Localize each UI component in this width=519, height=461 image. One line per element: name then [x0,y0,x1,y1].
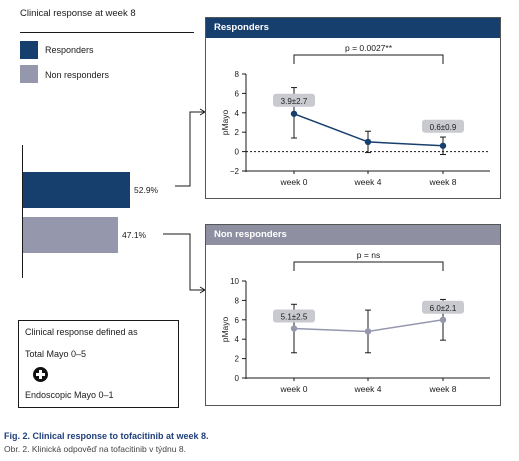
x-tick-label: week 4 [354,177,382,187]
chart-responders: −2 0 2 4 6 8 pMayo week 0 week 4 week 8 p = 0.0027… [220,43,490,187]
y-tick-label: 0 [235,148,240,157]
value-label-bg [273,309,315,323]
connector-non-responders [163,233,204,291]
value-label: 3.9±2.7 [281,97,308,106]
data-point [364,328,372,335]
data-point [290,110,298,117]
data-point [439,316,447,323]
definition-line-endoscopic: Endoscopic Mayo 0–1 [25,390,114,400]
bar-responders [23,172,130,208]
y-tick-label: 2 [235,355,240,364]
value-label-bg [422,300,464,314]
definition-title: Clinical response defined as [25,327,138,337]
legend-label-responders: Responders [45,45,94,55]
legend-label-non-responders: Non responders [45,70,110,80]
significance-label: p = 0.0027** [345,43,393,53]
page-title: Clinical response at week 8 [20,8,136,19]
chart-non-responders: 0 2 4 6 8 10 pMayo week 0 week 4 week 8 p = ns 5.1±… [220,250,490,394]
panel-title-non-responders: Non responders [206,225,500,245]
definition-line-total: Total Mayo 0–5 [25,349,87,359]
value-label: 0.6±0.9 [430,123,457,132]
data-point [439,142,447,149]
y-tick-label: 8 [235,70,240,79]
bar-axis [22,145,23,278]
data-point [290,325,298,332]
plus-icon [33,367,48,382]
panel-responders: Responders −2 0 2 4 6 8 pMayo week 0 week 4 week … [205,17,501,199]
y-tick-label: 10 [230,277,239,286]
y-tick-label: −2 [230,167,240,176]
significance-bracket [293,261,444,271]
value-label-bg [422,119,464,133]
y-tick-label: 4 [235,335,240,344]
figure-caption: Fig. 2. Clinical response to tofacitinib… [4,431,209,441]
definition-box: Clinical response defined as Total Mayo … [18,320,179,408]
y-tick-label: 0 [235,374,240,383]
connector-responders [175,111,204,187]
value-label: 6.0±2.1 [430,304,457,313]
value-label-bg [273,93,315,107]
y-tick-label: 4 [235,109,240,118]
x-tick-label: week 4 [354,384,382,394]
y-tick-label: 8 [235,296,240,305]
data-point [364,138,372,146]
panel-non-responders: Non responders 0 2 4 6 8 10 pMayo week 0 week 4 w… [205,224,501,406]
x-tick-label: week 8 [429,177,457,187]
y-tick-label: 6 [235,316,240,325]
value-label: 5.1±2.5 [281,313,308,322]
significance-bracket [293,54,444,64]
y-axis-label: pMayo [220,109,230,135]
x-tick-label: week 0 [280,384,308,394]
y-tick-label: 2 [235,128,240,137]
bar-label-responders: 52.9% [134,185,159,195]
legend-swatch-non-responders [20,65,38,83]
title-divider [20,32,194,33]
y-axis-label: pMayo [220,316,230,342]
bar-label-non-responders: 47.1% [122,230,147,240]
figure-caption-czech: Obr. 2. Klinická odpověď na tofacitinib … [4,444,186,454]
bar-non-responders [23,217,119,253]
x-tick-label: week 8 [429,384,457,394]
y-tick-label: 6 [235,89,240,98]
significance-label: p = ns [357,250,380,260]
x-tick-label: week 0 [280,177,308,187]
legend-swatch-responders [20,41,38,59]
panel-title-responders: Responders [206,18,500,38]
